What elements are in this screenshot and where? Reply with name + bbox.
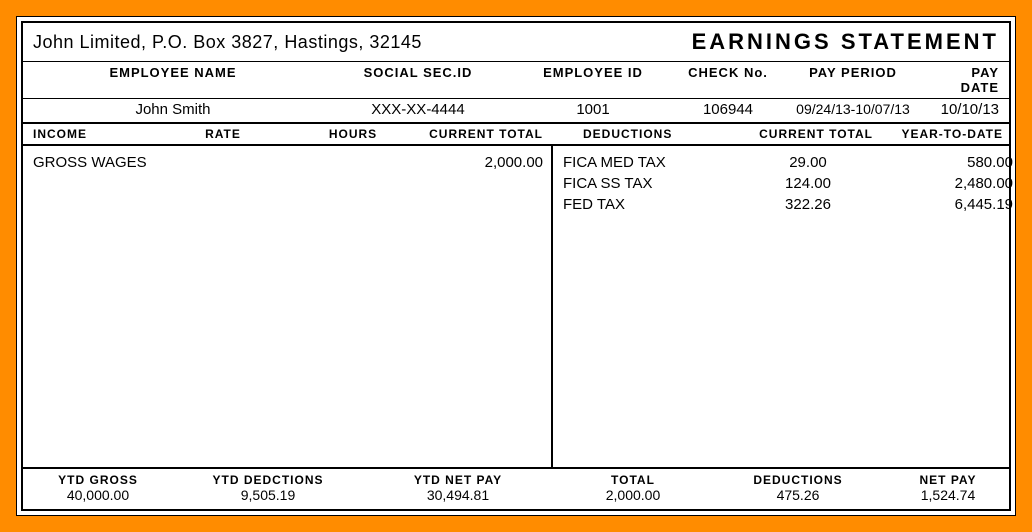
- label-ytd-deductions: YTD DEDCTIONS: [183, 473, 353, 487]
- income-current-total: 2,000.00: [403, 154, 543, 171]
- col-rate: RATE: [153, 127, 293, 141]
- deduction-label: FICA SS TAX: [563, 175, 733, 192]
- paystub-inner: John Limited, P.O. Box 3827, Hastings, 3…: [21, 21, 1011, 511]
- info-values: John Smith XXX-XX-4444 1001 106944 09/24…: [23, 99, 1009, 124]
- deduction-ytd: 6,445.19: [883, 196, 1013, 213]
- footer-cell: TOTAL 2,000.00: [553, 473, 713, 503]
- value-ssid: XXX-XX-4444: [323, 101, 513, 118]
- footer-cell: DEDUCTIONS 475.26: [713, 473, 883, 503]
- footer-cell: YTD DEDCTIONS 9,505.19: [173, 473, 363, 503]
- value-net-pay: 1,524.74: [893, 487, 1003, 503]
- col-income: INCOME: [23, 127, 153, 141]
- col-current-total-right: CURRENT TOTAL: [733, 127, 883, 141]
- columns-header: INCOME RATE HOURS CURRENT TOTAL DEDUCTIO…: [23, 124, 1009, 146]
- label-total: TOTAL: [563, 473, 703, 487]
- footer-cell: NET PAY 1,524.74: [883, 473, 1013, 503]
- label-ssid: SOCIAL SEC.ID: [323, 65, 513, 95]
- value-total: 2,000.00: [563, 487, 703, 503]
- income-label: GROSS WAGES: [33, 154, 153, 171]
- value-employee-name: John Smith: [23, 101, 323, 118]
- label-pay-date: PAY DATE: [923, 65, 1009, 95]
- value-check-no: 106944: [673, 101, 783, 118]
- deduction-current: 29.00: [733, 154, 883, 171]
- deduction-label: FED TAX: [563, 196, 733, 213]
- value-pay-date: 10/10/13: [923, 101, 1009, 118]
- info-header: EMPLOYEE NAME SOCIAL SEC.ID EMPLOYEE ID …: [23, 62, 1009, 99]
- footer-cell: YTD GROSS 40,000.00: [23, 473, 173, 503]
- deduction-row: FICA MED TAX 29.00 580.00: [563, 154, 1003, 171]
- value-employee-id: 1001: [513, 101, 673, 118]
- label-pay-period: PAY PERIOD: [783, 65, 923, 95]
- value-ytd-deductions: 9,505.19: [183, 487, 353, 503]
- body-area: GROSS WAGES 2,000.00 FICA MED TAX 29.00 …: [23, 146, 1009, 467]
- label-employee-id: EMPLOYEE ID: [513, 65, 673, 95]
- col-deductions: DEDUCTIONS: [553, 127, 733, 141]
- company-address: John Limited, P.O. Box 3827, Hastings, 3…: [33, 32, 422, 53]
- income-hours: [293, 154, 403, 171]
- col-hours: HOURS: [293, 127, 413, 141]
- label-ytd-gross: YTD GROSS: [33, 473, 163, 487]
- income-section: GROSS WAGES 2,000.00: [23, 146, 553, 467]
- deductions-section: FICA MED TAX 29.00 580.00 FICA SS TAX 12…: [553, 146, 1013, 467]
- deduction-current: 322.26: [733, 196, 883, 213]
- deduction-label: FICA MED TAX: [563, 154, 733, 171]
- label-net-pay: NET PAY: [893, 473, 1003, 487]
- deduction-ytd: 2,480.00: [883, 175, 1013, 192]
- deduction-current: 124.00: [733, 175, 883, 192]
- label-ytd-net-pay: YTD NET PAY: [373, 473, 543, 487]
- value-deductions: 475.26: [723, 487, 873, 503]
- label-employee-name: EMPLOYEE NAME: [23, 65, 323, 95]
- header-row: John Limited, P.O. Box 3827, Hastings, 3…: [23, 23, 1009, 62]
- paystub-sheet: John Limited, P.O. Box 3827, Hastings, 3…: [16, 16, 1016, 516]
- footer-cell: YTD NET PAY 30,494.81: [363, 473, 553, 503]
- deduction-ytd: 580.00: [883, 154, 1013, 171]
- label-deductions: DEDUCTIONS: [723, 473, 873, 487]
- footer: YTD GROSS 40,000.00 YTD DEDCTIONS 9,505.…: [23, 467, 1009, 509]
- value-ytd-net-pay: 30,494.81: [373, 487, 543, 503]
- col-ytd: YEAR-TO-DATE: [883, 127, 1013, 141]
- col-current-total-left: CURRENT TOTAL: [413, 127, 553, 141]
- label-check-no: CHECK No.: [673, 65, 783, 95]
- statement-title: EARNINGS STATEMENT: [692, 29, 999, 55]
- deduction-row: FED TAX 322.26 6,445.19: [563, 196, 1003, 213]
- deduction-row: FICA SS TAX 124.00 2,480.00: [563, 175, 1003, 192]
- value-pay-period: 09/24/13-10/07/13: [783, 101, 923, 118]
- income-rate: [153, 154, 293, 171]
- income-row: GROSS WAGES 2,000.00: [33, 154, 541, 171]
- value-ytd-gross: 40,000.00: [33, 487, 163, 503]
